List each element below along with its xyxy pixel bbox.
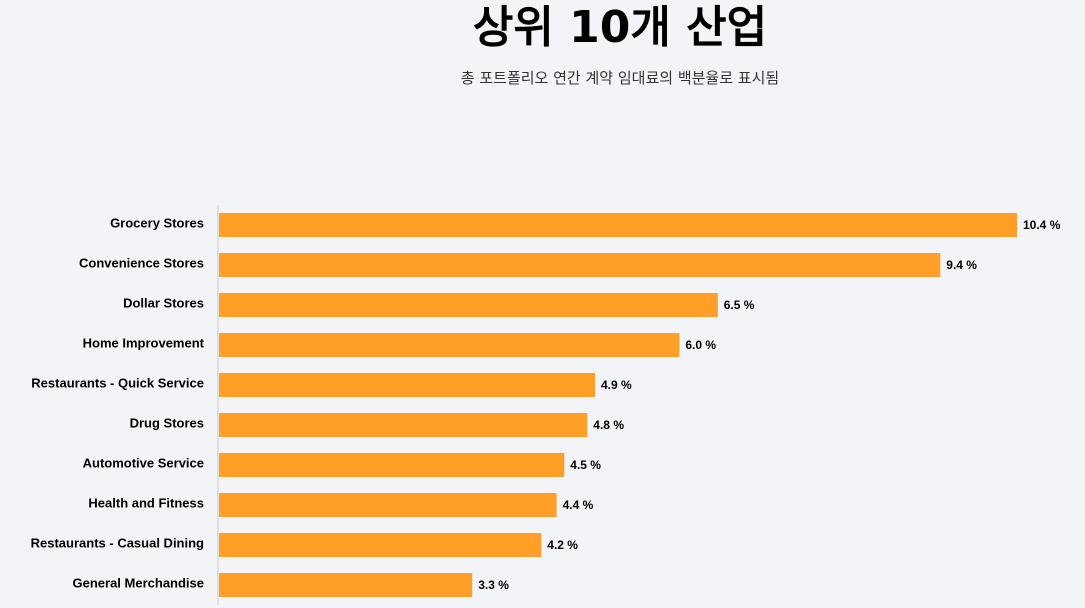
category-label: Convenience Stores (79, 255, 204, 270)
category-label: Restaurants - Casual Dining (31, 535, 204, 550)
category-label: Dollar Stores (123, 295, 204, 310)
category-label: Health and Fitness (88, 495, 204, 510)
value-label: 6.0 % (685, 338, 716, 352)
bar[interactable] (219, 413, 588, 437)
bar[interactable] (219, 253, 941, 277)
value-label: 9.4 % (946, 258, 977, 272)
bar[interactable] (219, 453, 565, 477)
category-label: Restaurants - Quick Service (31, 375, 204, 390)
bar[interactable] (219, 293, 718, 317)
chart-title: 상위 10개 산업 (472, 2, 768, 53)
value-label: 6.5 % (724, 298, 755, 312)
value-label: 4.4 % (563, 498, 594, 512)
category-label: Grocery Stores (110, 215, 204, 230)
bar[interactable] (219, 533, 542, 557)
category-label: Automotive Service (83, 455, 204, 470)
bar[interactable] (219, 213, 1017, 237)
value-label: 10.4 % (1023, 218, 1061, 232)
value-label: 4.9 % (601, 378, 632, 392)
value-label: 4.8 % (593, 418, 624, 432)
value-label: 4.2 % (547, 538, 578, 552)
value-label: 4.5 % (570, 458, 601, 472)
category-label: General Merchandise (73, 575, 205, 590)
bar[interactable] (219, 373, 595, 397)
bar[interactable] (219, 333, 680, 357)
category-label: Drug Stores (130, 415, 204, 430)
bar[interactable] (219, 573, 473, 597)
value-label: 3.3 % (478, 578, 509, 592)
bar[interactable] (219, 493, 557, 517)
chart-subtitle: 총 포트폴리오 연간 계약 임대료의 백분율로 표시됨 (460, 69, 780, 87)
category-label: Home Improvement (83, 335, 205, 350)
